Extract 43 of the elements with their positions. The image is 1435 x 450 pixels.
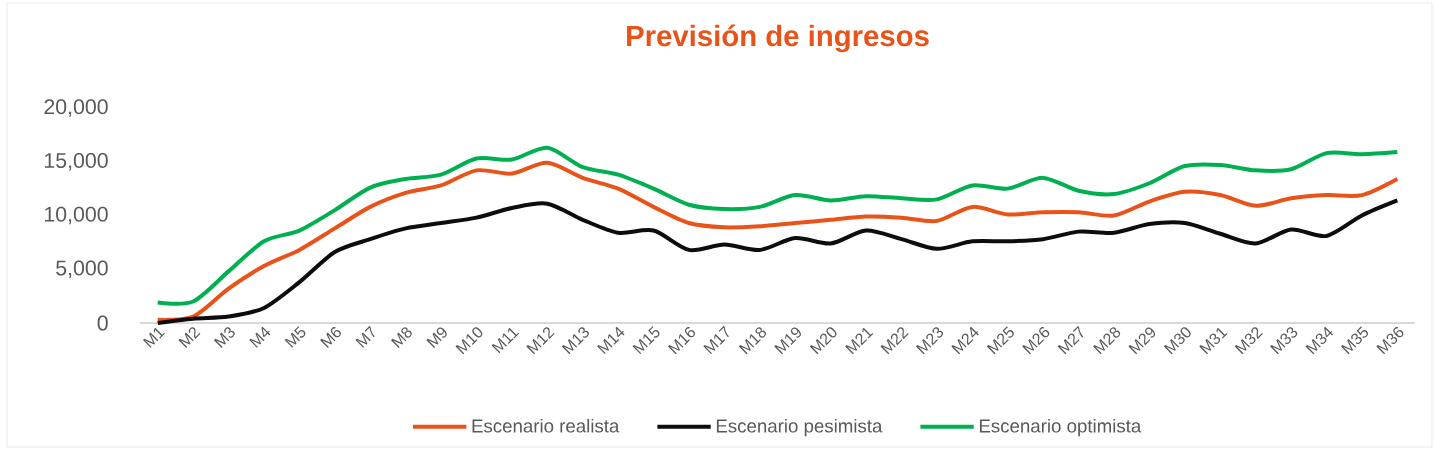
legend-label: Escenario optimista xyxy=(979,418,1142,437)
line-series xyxy=(155,160,1400,322)
x-tick-label: M22 xyxy=(880,327,909,355)
x-tick-label: M20 xyxy=(809,327,837,355)
x-tick-label: M31 xyxy=(1199,327,1228,355)
x-tick-label: M6 xyxy=(320,327,341,348)
x-tick-label: M19 xyxy=(774,327,801,355)
x-tick-label: M5 xyxy=(284,326,306,348)
x-tick-label: M28 xyxy=(1093,327,1121,355)
y-tick-label: 10,000 xyxy=(45,206,108,225)
x-tick-label: M33 xyxy=(1270,327,1298,355)
x-tick-label: M2 xyxy=(178,327,201,348)
x-tick-label: M30 xyxy=(1163,327,1191,355)
chart-title: Previsión de ingresos xyxy=(627,24,929,53)
x-tick-label: M3 xyxy=(213,327,235,348)
line-series xyxy=(155,198,1400,325)
x-tick-label: M10 xyxy=(455,327,483,355)
x-tick-label: M29 xyxy=(1128,327,1156,355)
x-tick-label: M21 xyxy=(845,327,874,355)
x-tick-label: M4 xyxy=(249,326,271,348)
x-tick-label: M11 xyxy=(491,327,520,354)
x-tick-label: M1 xyxy=(142,327,165,348)
x-tick-label: M36 xyxy=(1376,327,1404,355)
x-tick-label: M23 xyxy=(915,327,944,355)
line-series xyxy=(155,145,1400,306)
legend-label: Escenario pesimista xyxy=(716,418,883,437)
y-tick-label: 15,000 xyxy=(45,152,108,171)
x-tick-label: M9 xyxy=(426,327,447,348)
x-tick-label: M26 xyxy=(1022,327,1050,355)
x-tick-label: M16 xyxy=(668,327,696,355)
x-tick-label: M12 xyxy=(526,327,555,355)
x-tick-label: M34 xyxy=(1305,326,1333,355)
x-tick-label: M7 xyxy=(355,325,375,348)
legend-label: Escenario realista xyxy=(472,418,620,433)
y-tick-label: 20,000 xyxy=(44,99,108,117)
x-tick-label: M32 xyxy=(1234,327,1263,355)
x-tick-label: M8 xyxy=(390,327,412,348)
x-tick-label: M14 xyxy=(597,326,625,355)
x-tick-label: M24 xyxy=(951,326,979,355)
x-tick-label: M13 xyxy=(561,327,589,355)
y-tick-label: 5,000 xyxy=(56,260,108,279)
x-tick-label: M18 xyxy=(738,327,767,355)
y-tick-label: 0 xyxy=(97,315,108,331)
